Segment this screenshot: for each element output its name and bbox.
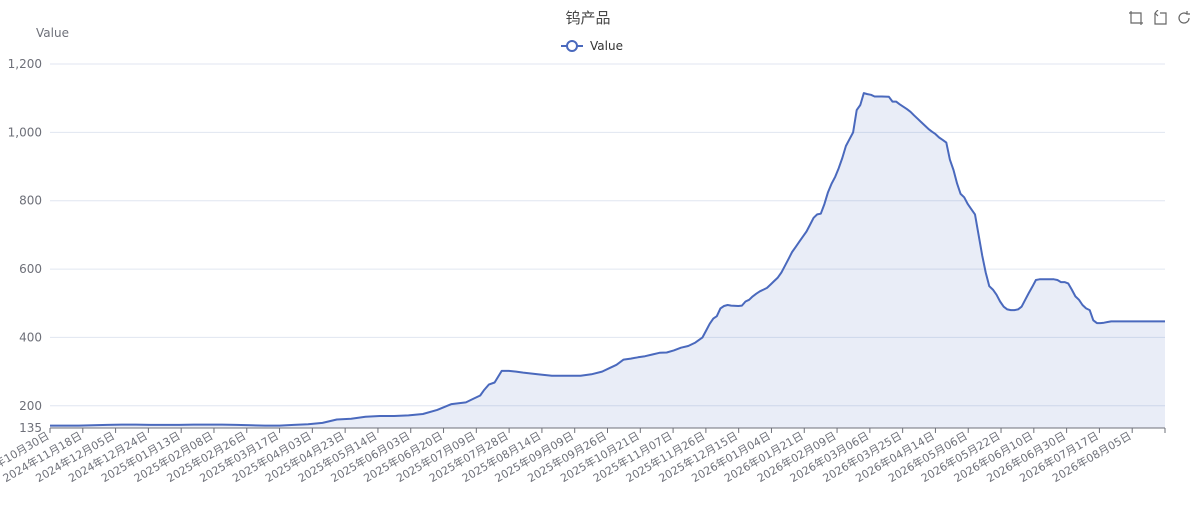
y-tick-label: 1,200	[8, 57, 42, 71]
y-axis-label: Value	[36, 26, 69, 40]
axis-layer	[49, 427, 1166, 433]
series-line-value[interactable]	[50, 92, 1165, 427]
y-tick-label: 600	[19, 262, 42, 276]
legend-marker	[566, 40, 578, 52]
zoom-icon[interactable]	[1128, 10, 1144, 26]
y-tick-label: 400	[19, 330, 42, 344]
legend[interactable]: Value	[561, 39, 623, 53]
toolbox	[1128, 10, 1192, 26]
y-tick-label: 800	[19, 194, 42, 208]
grid-layer	[50, 63, 1165, 407]
series-area-fill	[50, 93, 1165, 428]
label-layer: 1352004006008001,0001,2002024年10月30日2024…	[0, 57, 1134, 485]
y-tick-label: 135	[19, 421, 42, 435]
chart-title: 钨产品	[565, 9, 610, 27]
area-layer	[50, 92, 1165, 428]
restore-icon[interactable]	[1176, 10, 1192, 26]
y-tick-label: 1,000	[8, 125, 42, 139]
zoom-reset-icon[interactable]	[1152, 10, 1168, 26]
legend-entry-value: Value	[590, 39, 623, 53]
y-tick-label: 200	[19, 399, 42, 413]
